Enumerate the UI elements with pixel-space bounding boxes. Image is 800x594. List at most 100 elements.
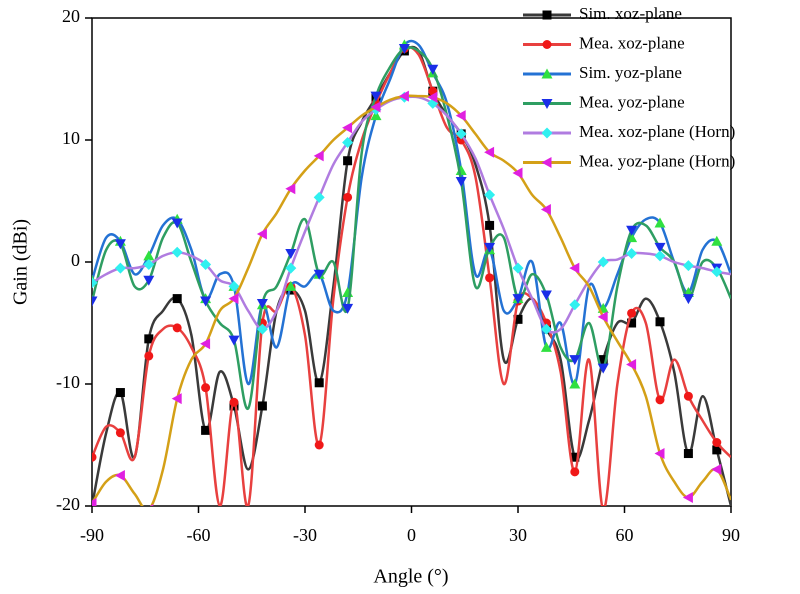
marker [626,247,638,259]
marker [343,156,353,166]
y-tick-label: -20 [56,494,80,514]
marker [626,358,637,370]
marker [540,204,551,216]
marker [654,242,666,253]
x-tick-label: 30 [509,525,527,545]
plot-frame [91,17,732,507]
marker [484,242,496,253]
x-tick-label: 90 [722,525,740,545]
y-tick-label: 10 [62,128,80,148]
marker [540,290,552,301]
marker [342,122,353,134]
marker [114,262,126,274]
marker [597,363,609,374]
marker [256,298,268,309]
x-tick-label: -30 [293,525,317,545]
marker [313,269,325,280]
x-tick-label: -90 [80,525,104,545]
marker [229,397,239,407]
marker [654,217,666,228]
marker [598,355,608,365]
marker [682,294,694,305]
marker [597,311,608,323]
y-tick-label: -10 [56,372,80,392]
marker [200,258,212,270]
marker [484,146,495,158]
marker [654,448,665,460]
plot-area [92,39,731,506]
marker [143,275,155,286]
marker [149,504,154,506]
marker [485,273,495,283]
marker [570,452,580,462]
legend-marker [541,99,553,109]
x-tick-label: -60 [187,525,211,545]
marker [569,378,581,389]
marker [683,391,693,401]
marker [600,505,606,506]
marker [398,44,410,54]
marker [201,383,211,393]
marker [540,323,552,335]
marker [114,470,125,481]
marker [144,334,154,344]
legend-marker [541,68,553,79]
marker [172,323,182,333]
y-tick-label: 20 [62,6,80,26]
marker [655,395,665,405]
marker [626,225,638,236]
marker [655,317,665,327]
marker [370,110,382,121]
marker [485,220,495,230]
marker [92,498,97,506]
marker [143,250,155,261]
marker [570,467,580,477]
marker [455,176,467,187]
marker [313,191,325,203]
marker [683,449,693,459]
marker [144,351,154,361]
marker [711,266,723,278]
marker [513,314,523,324]
x-tick-label: 0 [407,525,416,545]
marker [427,64,439,75]
marker [172,294,182,304]
marker [343,192,353,202]
marker [200,296,212,307]
marker [115,428,125,438]
marker [228,293,239,305]
marker [92,452,97,462]
legend-label: Mea. xoz-plane (Horn) [579,122,735,141]
marker [314,440,324,450]
marker [711,235,723,246]
marker [370,101,381,113]
series-line [92,45,731,506]
marker [455,110,466,122]
y-tick-label: 0 [71,250,80,270]
series-line [92,94,731,506]
marker [92,296,98,307]
marker [540,341,552,352]
marker [257,401,267,411]
y-axis-label: Gain (dBi) [10,219,32,305]
marker [654,250,666,262]
marker [92,277,98,289]
marker [455,128,467,140]
marker [711,463,722,475]
marker [569,355,581,366]
marker [285,280,297,291]
marker [228,335,240,346]
marker [712,445,722,455]
legend-label: Mea. yoz-plane (Horn) [579,151,735,170]
marker [285,262,297,274]
legend-label: Sim. xoz-plane [579,4,682,23]
marker [256,228,267,240]
marker [712,438,722,448]
legend-label: Mea. yoz-plane [579,92,685,111]
legend-marker [542,10,552,20]
marker [114,239,126,250]
marker [171,393,182,405]
series-line [92,45,731,506]
marker [314,378,324,388]
legend-marker [541,127,553,139]
